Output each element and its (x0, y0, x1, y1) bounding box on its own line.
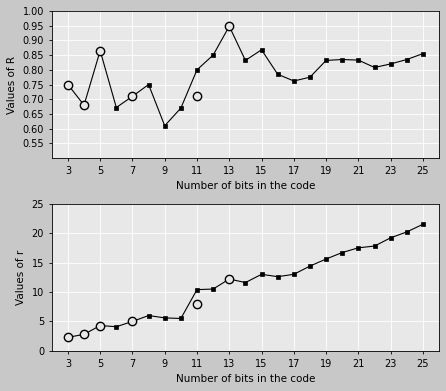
Y-axis label: Values of R: Values of R (7, 56, 17, 113)
Y-axis label: Values of r: Values of r (16, 249, 26, 305)
X-axis label: Number of bits in the code: Number of bits in the code (176, 181, 315, 191)
X-axis label: Number of bits in the code: Number of bits in the code (176, 374, 315, 384)
